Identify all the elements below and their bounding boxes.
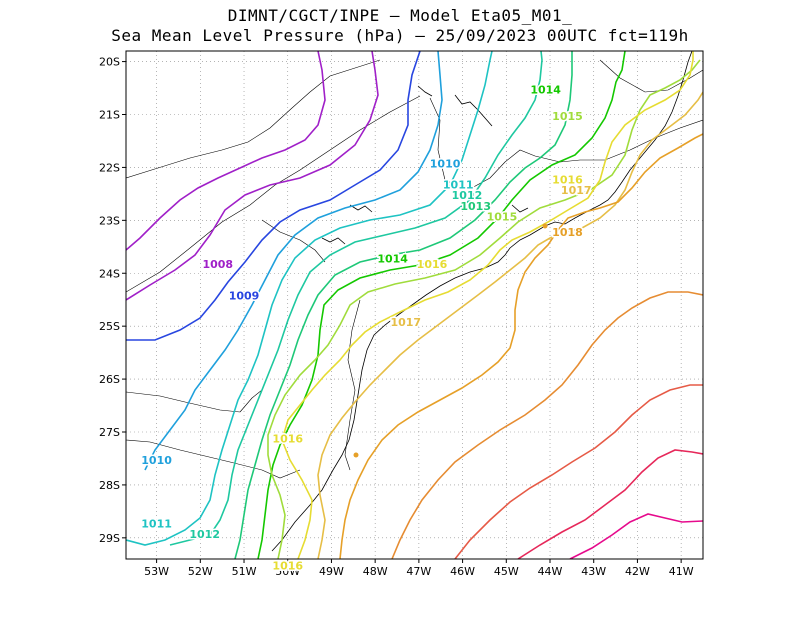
lon-tick-label: 43W [581, 565, 606, 578]
isobar-1018 [339, 133, 703, 559]
isobar-1014 [257, 51, 626, 559]
isobar-1021 [517, 449, 703, 559]
lat-tick-label: 28S [99, 479, 120, 492]
contour-label-1016: 1016 [272, 433, 303, 446]
plot-frame [125, 50, 704, 560]
lon-tick-label: 46W [450, 565, 475, 578]
lon-tick-label: 45W [494, 565, 519, 578]
lon-tick-label: 49W [319, 565, 344, 578]
contour-label-1009: 1009 [229, 290, 260, 303]
contour-label-1015: 1015 [487, 210, 518, 223]
isobar-1017 [317, 91, 703, 559]
isobar-1010 [144, 51, 443, 471]
coastline [271, 51, 693, 552]
contour-label-1013: 1013 [460, 200, 491, 213]
isobar-1011 [126, 51, 493, 546]
city-marker [542, 223, 548, 229]
lat-tick-label: 23S [99, 214, 120, 227]
isobar-1012 [169, 51, 543, 546]
city-marker [353, 452, 359, 458]
isobar-1019 [391, 291, 703, 559]
contour-label-1015: 1015 [552, 110, 583, 123]
lat-tick-label: 29S [99, 532, 120, 545]
lon-tick-label: 52W [188, 565, 213, 578]
contour-label-1011: 1011 [443, 179, 474, 192]
isobar-1016 [281, 51, 694, 559]
contour-label-1010: 1010 [430, 157, 461, 170]
isobar-1015 [267, 59, 701, 559]
lat-tick-label: 20S [99, 56, 120, 69]
lon-tick-label: 51W [232, 565, 257, 578]
isobar-1008 [126, 51, 326, 251]
isobar-1020 [454, 384, 703, 559]
contour-label-1017: 1017 [390, 316, 421, 329]
isobar-1013 [234, 51, 573, 559]
contour-label-1018: 1018 [552, 226, 583, 239]
contour-label-1011: 1011 [141, 517, 172, 530]
lat-tick-label: 24S [99, 267, 120, 280]
contour-label-1014: 1014 [377, 253, 408, 266]
contour-label-1016: 1016 [272, 560, 303, 573]
lon-tick-label: 53W [144, 565, 169, 578]
contour-label-1008: 1008 [202, 258, 233, 271]
lat-tick-label: 22S [99, 161, 120, 174]
map-title-line2: Sea Mean Level Pressure (hPa) – 25/09/20… [111, 26, 689, 45]
contour-label-1016: 1016 [417, 258, 448, 271]
contour-label-1012: 1012 [189, 528, 220, 541]
state-borders [126, 59, 703, 479]
lon-tick-label: 48W [363, 565, 388, 578]
isobar-1022 [569, 513, 703, 559]
contour-label-1016: 1016 [552, 173, 583, 186]
isobar-1008 [126, 51, 379, 301]
lon-tick-label: 42W [625, 565, 650, 578]
lat-tick-label: 27S [99, 426, 120, 439]
contour-label-1012: 1012 [452, 189, 483, 202]
contour-label-1014: 1014 [530, 83, 561, 96]
lat-tick-label: 26S [99, 373, 120, 386]
isobar-1009 [126, 51, 421, 341]
lon-tick-label: 50W [275, 565, 300, 578]
lat-tick-label: 21S [99, 109, 120, 122]
lon-tick-label: 41W [669, 565, 694, 578]
lon-tick-label: 47W [406, 565, 431, 578]
lon-tick-label: 44W [538, 565, 563, 578]
contour-label-1017: 1017 [561, 184, 592, 197]
contour-label-1010: 1010 [141, 454, 172, 467]
map-title-line1: DIMNT/CGCT/INPE – Model Eta05_M01_ [227, 6, 573, 25]
lat-tick-label: 25S [99, 320, 120, 333]
